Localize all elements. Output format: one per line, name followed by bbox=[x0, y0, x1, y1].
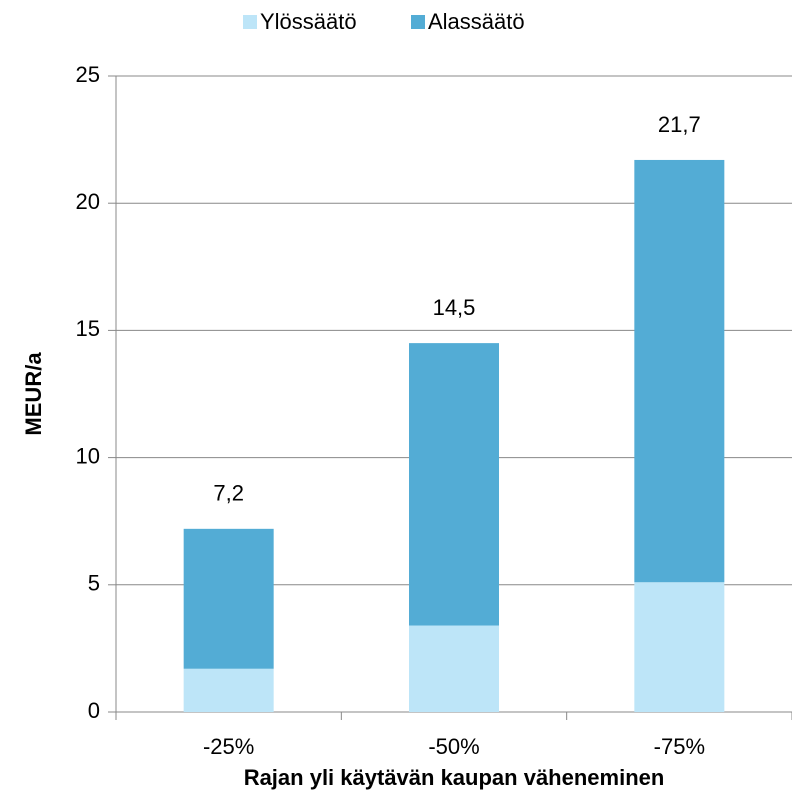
x-tick-label: -50% bbox=[428, 734, 479, 759]
y-tick-label: 20 bbox=[76, 189, 100, 214]
x-tick-label: -75% bbox=[654, 734, 705, 759]
legend-swatch bbox=[243, 15, 257, 29]
bar-segment bbox=[183, 528, 274, 669]
bar-segment bbox=[634, 582, 725, 712]
y-tick-label: 5 bbox=[88, 571, 100, 596]
bar-segment bbox=[183, 668, 274, 712]
x-tick-label: -25% bbox=[203, 734, 254, 759]
bar-segment bbox=[634, 159, 725, 583]
y-tick-label: 0 bbox=[88, 698, 100, 723]
total-label: 21,7 bbox=[658, 112, 701, 137]
bar-segment bbox=[409, 625, 499, 712]
total-label: 14,5 bbox=[433, 295, 476, 320]
x-axis-title: Rajan yli käytävän kaupan väheneminen bbox=[244, 765, 665, 790]
y-axis-title: MEUR/a bbox=[21, 352, 46, 436]
y-tick-label: 25 bbox=[76, 62, 100, 87]
legend-label: Alassäätö bbox=[428, 9, 525, 34]
legend-swatch bbox=[411, 15, 425, 29]
legend-label: Ylössäätö bbox=[260, 9, 357, 34]
total-label: 7,2 bbox=[213, 481, 244, 506]
bar-segment bbox=[409, 343, 499, 626]
y-tick-label: 15 bbox=[76, 316, 100, 341]
y-tick-label: 10 bbox=[76, 443, 100, 468]
